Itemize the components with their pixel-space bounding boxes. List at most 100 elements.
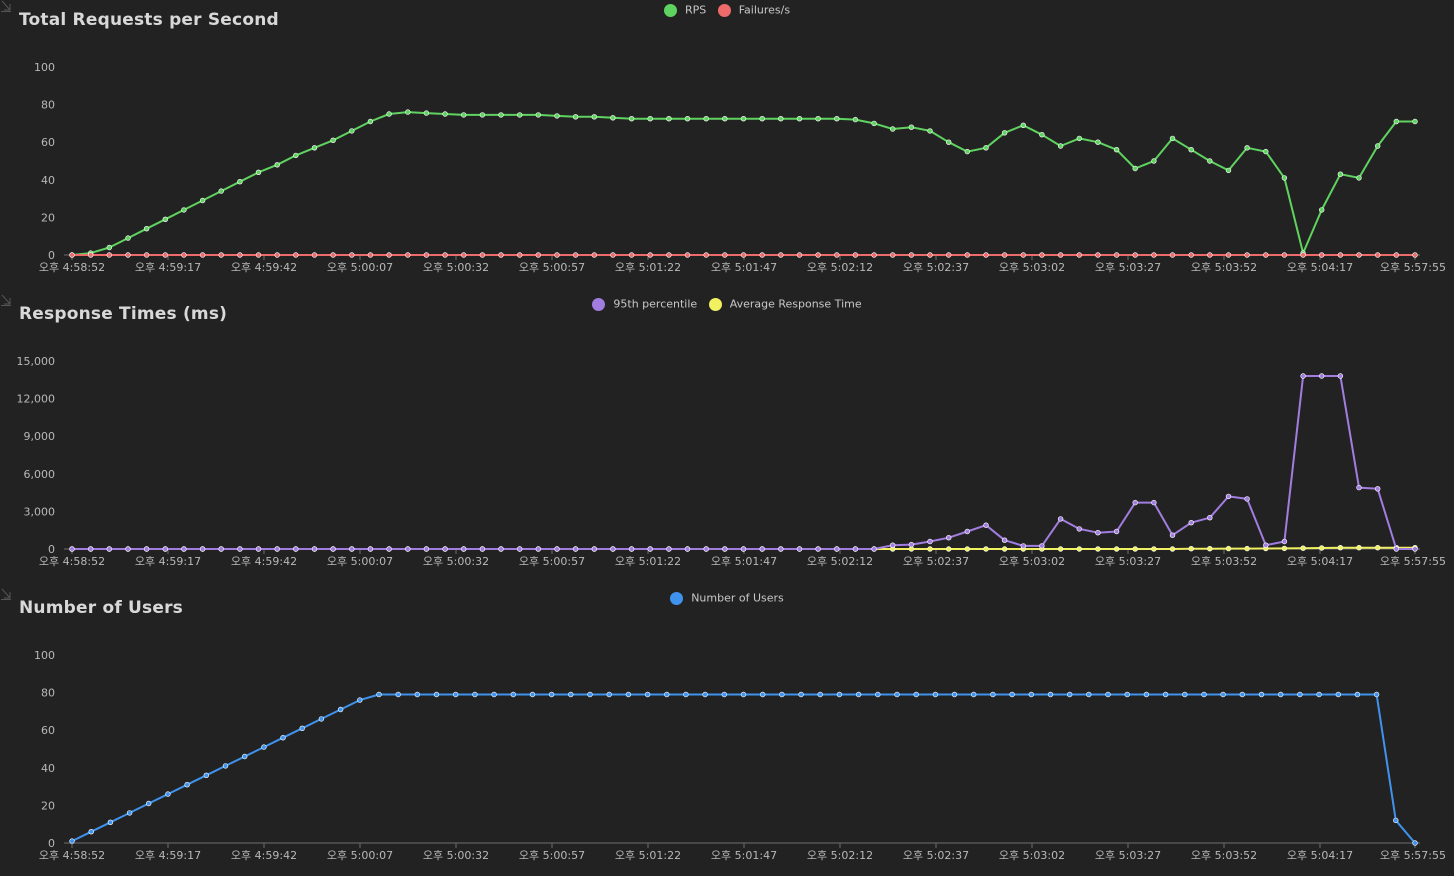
x-tick-label: 오후 5:04:17 — [1287, 261, 1353, 274]
response-times-chart-panel: 0 3,000 6,000 9,000 12,000 15,000 오후 4:58:52 오후… — [0, 294, 1454, 588]
data-point — [990, 691, 996, 698]
data-point — [1001, 546, 1008, 552]
download-icon[interactable] — [0, 294, 12, 306]
data-point — [628, 252, 635, 258]
data-point — [143, 226, 150, 232]
x-tick-label: 오후 5:02:37 — [903, 555, 969, 568]
legend-item-95th-percentile[interactable]: 95th percentile — [592, 297, 697, 311]
rps-chart: 0 20 40 60 80 100 오후 4:58:52 오후 4:59:17 오후 4:59:… — [34, 61, 1446, 274]
data-point — [1047, 691, 1054, 698]
data-point — [647, 115, 653, 122]
data-point — [740, 252, 747, 258]
data-point — [1020, 122, 1026, 129]
data-point — [162, 546, 169, 552]
x-tick-label: 오후 5:03:02 — [999, 849, 1065, 862]
data-point — [834, 252, 840, 258]
data-point — [1076, 252, 1083, 258]
data-point — [1356, 175, 1362, 181]
data-point — [871, 252, 877, 258]
x-tick-label: 오후 4:59:17 — [135, 849, 201, 862]
data-point — [357, 697, 363, 703]
users-chart-panel: 0 20 40 60 80 100 오후 4:58:52 오후 4:59:17 오후 4:59:… — [0, 588, 1454, 876]
data-point — [1057, 143, 1064, 149]
data-point — [1356, 252, 1362, 258]
data-point — [367, 252, 374, 258]
data-point — [274, 162, 280, 168]
data-point — [1374, 252, 1381, 258]
x-tick-label: 오후 4:59:17 — [135, 555, 201, 568]
data-point — [796, 252, 803, 258]
x-tick-label: 오후 4:59:42 — [231, 555, 297, 568]
data-point — [181, 252, 187, 258]
data-point — [1057, 252, 1064, 258]
data-point — [684, 115, 691, 122]
data-point — [628, 115, 635, 122]
download-icon[interactable] — [0, 0, 12, 12]
data-point — [684, 546, 691, 552]
legend-item-failures[interactable]: Failures/s — [717, 3, 790, 17]
data-point — [778, 115, 784, 122]
y-tick-label: 100 — [34, 649, 55, 662]
legend-item-rps[interactable]: RPS — [663, 3, 706, 17]
data-point — [572, 114, 579, 120]
download-icon[interactable] — [0, 588, 12, 600]
data-point — [318, 716, 325, 722]
data-point — [255, 252, 262, 258]
legend-item-average-response-time[interactable]: Average Response Time — [708, 297, 862, 311]
data-point — [69, 546, 75, 552]
data-point — [1132, 165, 1138, 172]
data-point — [1374, 486, 1381, 492]
data-point — [951, 691, 958, 698]
data-point — [516, 112, 523, 118]
data-point — [1412, 840, 1418, 846]
data-point — [1113, 546, 1120, 552]
legend-dot-rps — [663, 3, 677, 17]
data-point — [1354, 691, 1361, 698]
data-point — [1057, 546, 1064, 552]
data-point — [591, 114, 597, 120]
data-point — [1281, 252, 1288, 258]
data-point — [218, 188, 224, 194]
data-point — [815, 546, 821, 552]
data-point — [834, 546, 840, 552]
data-point — [1076, 546, 1083, 552]
data-point — [162, 252, 169, 258]
data-point — [945, 546, 952, 552]
data-point — [927, 538, 933, 545]
data-point — [1201, 691, 1207, 698]
data-point — [479, 252, 486, 258]
data-point — [722, 115, 728, 122]
data-point — [855, 691, 862, 698]
data-point — [330, 546, 336, 552]
data-point — [798, 691, 804, 698]
data-point — [572, 252, 579, 258]
y-tick-label: 3,000 — [24, 505, 56, 518]
data-point — [1356, 545, 1362, 551]
data-point — [587, 691, 593, 698]
data-point — [1281, 538, 1288, 545]
data-point — [703, 252, 709, 258]
x-tick-label: 오후 5:03:27 — [1095, 555, 1161, 568]
data-point — [311, 252, 318, 258]
y-tick-label: 40 — [41, 174, 55, 187]
data-point — [367, 118, 374, 125]
data-point — [423, 546, 430, 552]
x-tick-label: 오후 5:03:52 — [1191, 555, 1257, 568]
data-point — [280, 735, 286, 741]
data-point — [1105, 691, 1111, 698]
data-point — [405, 109, 411, 115]
data-point — [1239, 691, 1246, 698]
legend-item-number-of-users[interactable]: Number of Users — [670, 591, 784, 605]
data-point — [293, 252, 299, 258]
data-point — [1162, 691, 1169, 698]
data-point — [572, 546, 579, 552]
response-times-chart: 0 3,000 6,000 9,000 12,000 15,000 오후 4:58:52 오후… — [17, 355, 1447, 568]
data-point — [548, 691, 555, 698]
data-point — [472, 691, 478, 698]
data-point — [405, 252, 411, 258]
data-point — [1095, 546, 1101, 552]
data-point — [1113, 528, 1120, 535]
data-point — [1374, 545, 1381, 551]
data-point — [610, 546, 616, 552]
